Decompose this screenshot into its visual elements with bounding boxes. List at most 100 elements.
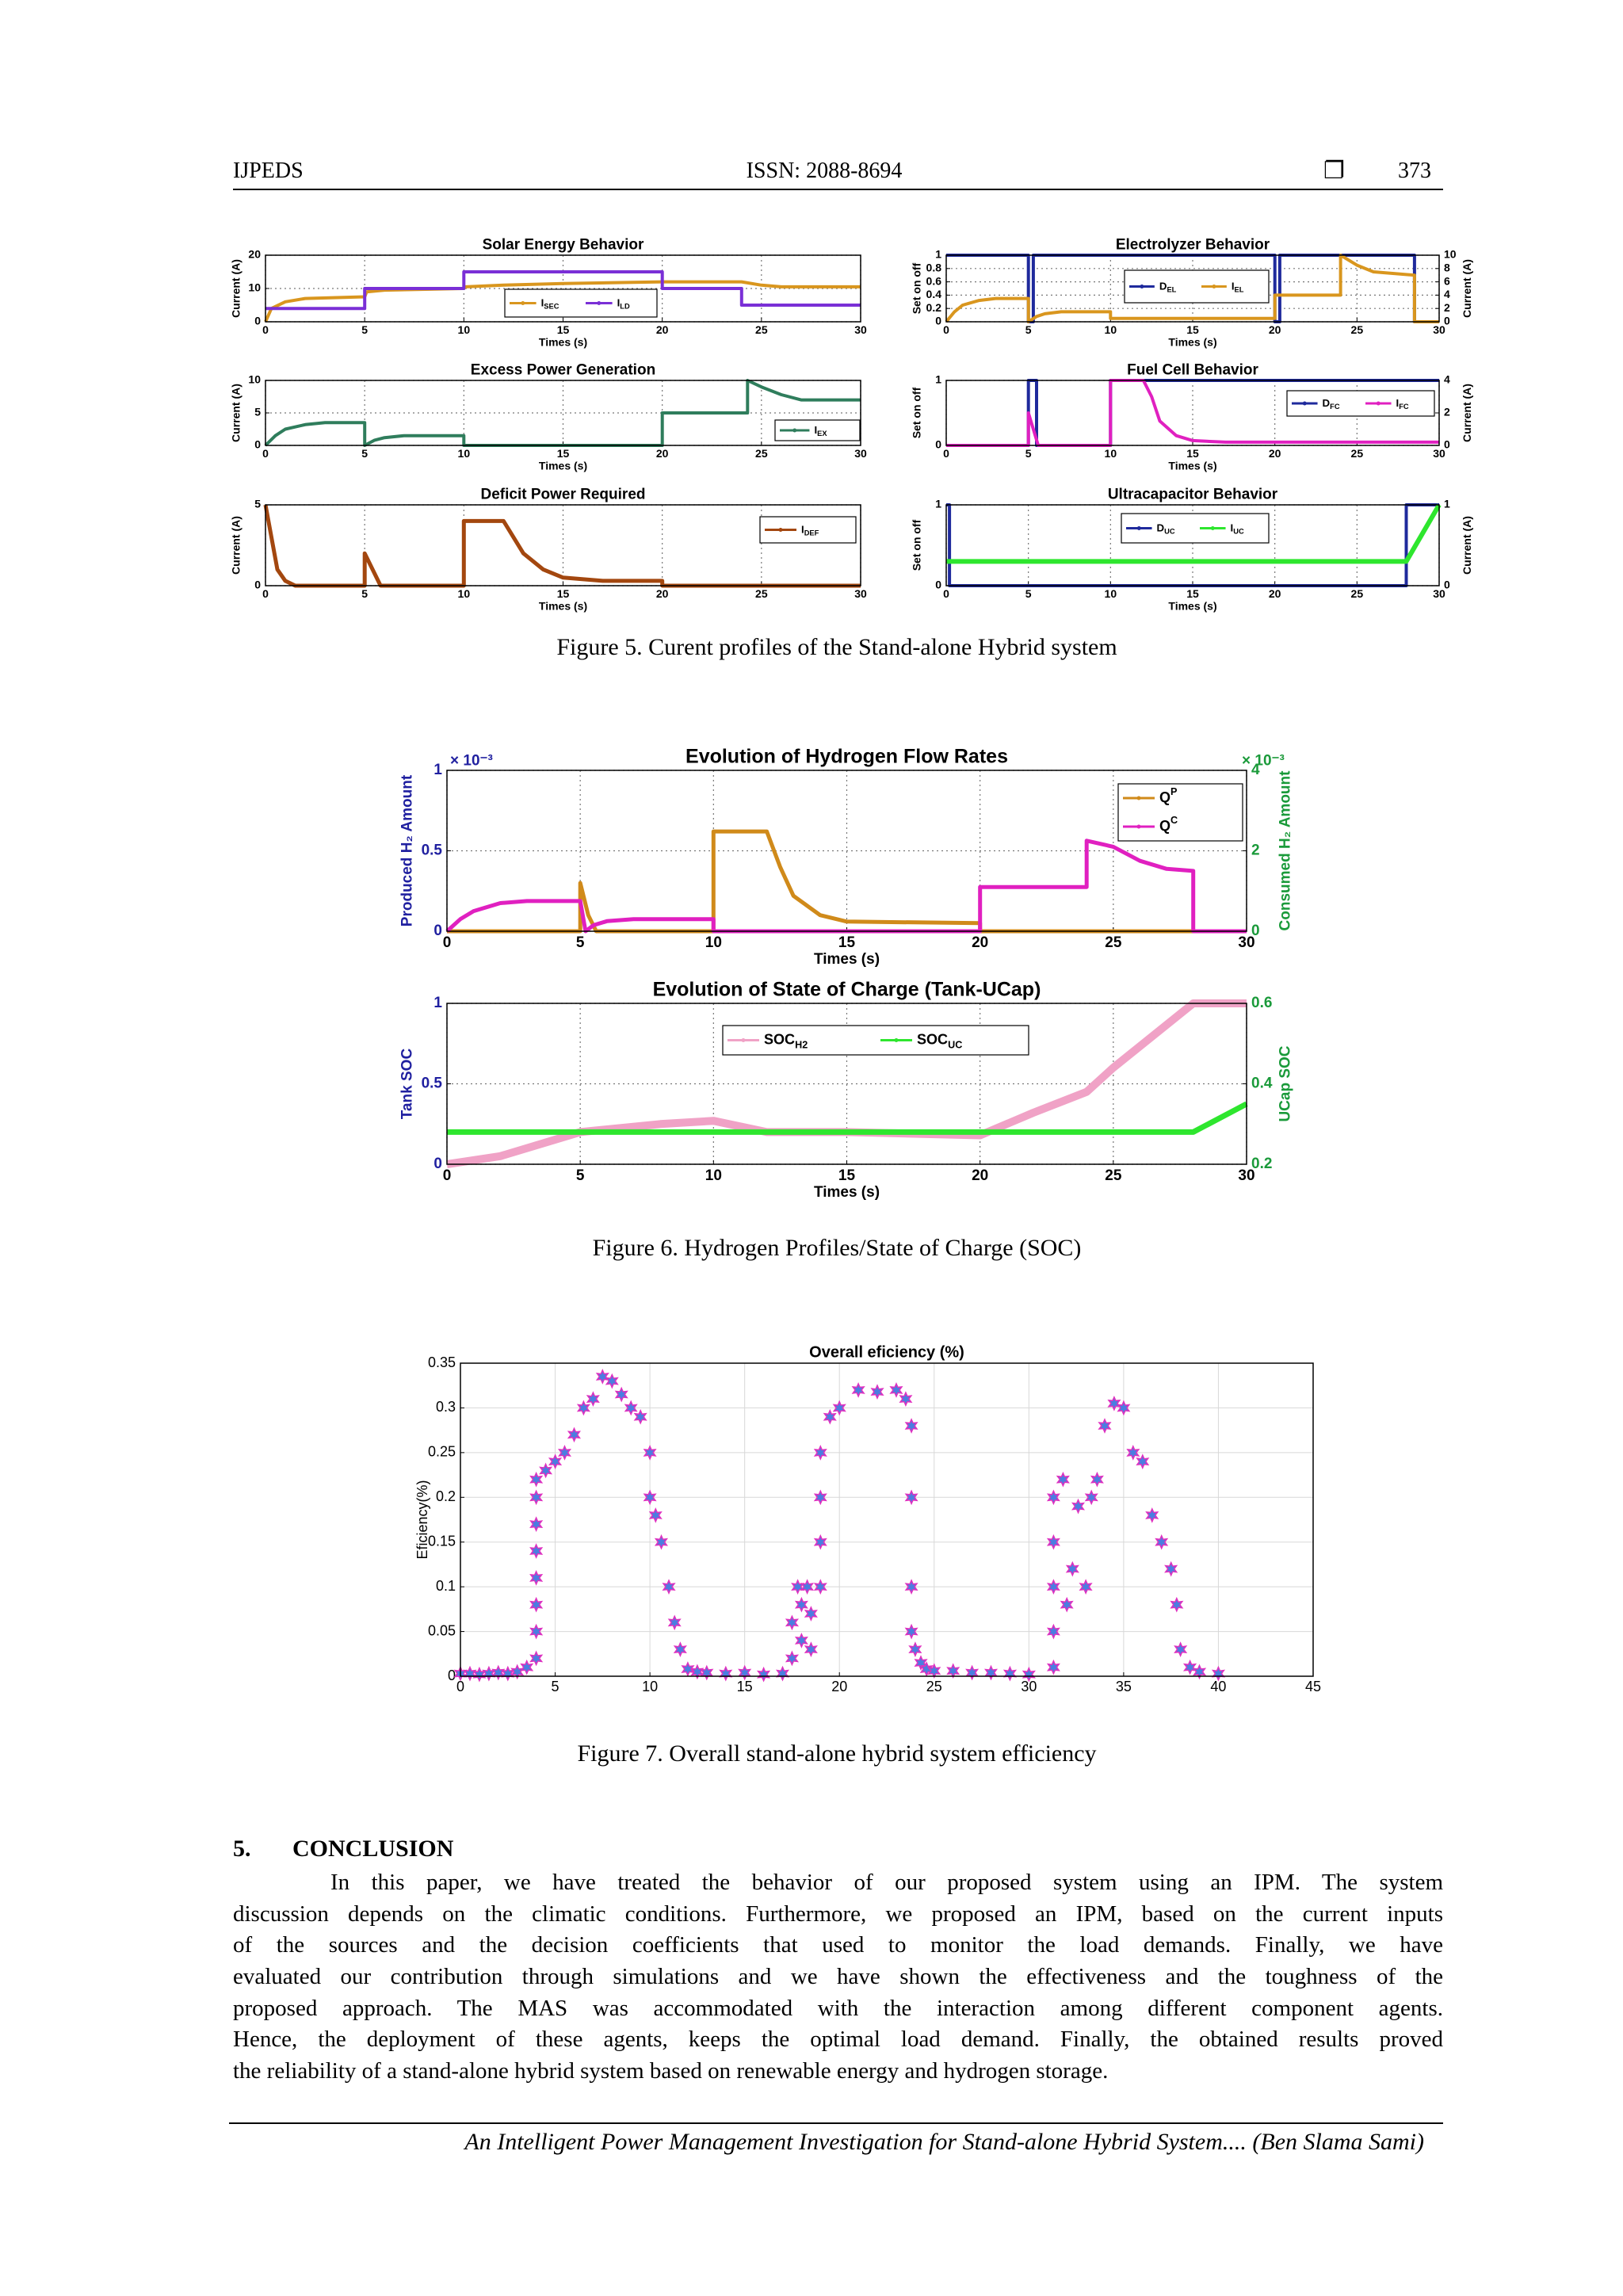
x-axis-label: Times (s): [1168, 335, 1216, 348]
x-tick-label: 20: [1269, 323, 1281, 336]
data-point: [1098, 1418, 1112, 1434]
y-tick-label: 20: [248, 248, 261, 261]
y-tick-label: 0.05: [428, 1622, 456, 1638]
chart-title: Overall eficiency (%): [809, 1343, 964, 1361]
x-tick-label: 5: [361, 587, 368, 600]
data-point: [946, 1663, 960, 1679]
data-point: [654, 1534, 669, 1550]
footer-rule: [229, 2122, 1443, 2124]
data-point: [719, 1665, 733, 1682]
data-point: [463, 1665, 477, 1682]
legend-label: ILD: [617, 296, 630, 311]
y-tick-label: 0.35: [428, 1354, 456, 1370]
journal-name: IJPEDS: [233, 159, 304, 183]
data-point: [1046, 1659, 1060, 1675]
data-point: [520, 1659, 534, 1675]
legend-marker: [597, 301, 601, 305]
y2-tick-label: 0.6: [1251, 995, 1272, 1011]
y-tick-label: 1: [935, 498, 941, 510]
chart: 0 5 10 15 20 25 30 35 40 45 0 0.05 0.1 0.15 0.2 0.25 0.3…: [414, 1343, 1321, 1694]
y-tick-label: 0.3: [436, 1399, 456, 1415]
legend-marker: [1136, 526, 1141, 530]
data-point: [832, 1400, 846, 1416]
chart-title: Evolution of State of Charge (Tank-UCap): [653, 978, 1041, 1000]
x-tick-label: 20: [1269, 447, 1281, 460]
legend-name: D: [1159, 280, 1167, 292]
y2-axis-label: Current (A): [1461, 259, 1473, 318]
legend-marker: [894, 1038, 899, 1042]
y-tick-label: 0: [254, 315, 261, 327]
data-point: [700, 1664, 714, 1681]
y-tick-label: 1: [433, 762, 442, 778]
x-axis-label: Times (s): [814, 951, 880, 968]
x-tick-label: 0: [443, 1167, 452, 1184]
data-point: [813, 1579, 827, 1595]
data-point: [927, 1663, 941, 1679]
y2-axis-label: Current (A): [1461, 384, 1473, 442]
x-tick-label: 5: [1025, 447, 1032, 460]
y-tick-label: 0: [433, 923, 442, 939]
series-line: [946, 503, 1442, 564]
y2-tick-label: 2: [1444, 301, 1450, 314]
x-tick-label: 40: [1210, 1679, 1226, 1694]
legend-subscript: EX: [817, 430, 827, 437]
x-tick-label: 20: [656, 323, 669, 336]
data-point: [738, 1664, 752, 1681]
plot-frame: [446, 770, 1247, 932]
data-point: [775, 1665, 790, 1682]
y-axis-label: Current (A): [229, 516, 242, 575]
legend-label: IFC: [1396, 397, 1409, 411]
legend-marker: [1302, 401, 1307, 406]
data-point: [1192, 1664, 1207, 1680]
data-point: [899, 1391, 913, 1407]
x-tick-label: 30: [1433, 587, 1445, 600]
series-line: [445, 839, 1247, 934]
box-mark: ❐: [1323, 157, 1345, 185]
data-point: [624, 1400, 638, 1416]
data-point: [1107, 1395, 1121, 1412]
data-point: [648, 1507, 663, 1523]
data-point: [690, 1664, 705, 1680]
x-tick-label: 10: [1105, 587, 1117, 600]
legend-box: [1117, 783, 1243, 842]
x-tick-label: 15: [557, 323, 570, 336]
data-point: [614, 1386, 628, 1403]
data-point: [1211, 1665, 1226, 1682]
chart: 0 5 10 15 20 25 30 0 5 10 Excess Power Generation T…: [229, 362, 867, 472]
y2-tick-label: 4: [1251, 762, 1260, 778]
x-tick-label: 10: [705, 1167, 722, 1184]
data-point: [823, 1408, 837, 1425]
data-point: [1002, 1665, 1018, 1682]
x-tick-label: 10: [642, 1679, 658, 1694]
x-tick-label: 0: [443, 934, 452, 951]
data-point: [681, 1661, 695, 1677]
x-tick-label: 15: [557, 447, 570, 460]
legend-name: I: [541, 296, 544, 308]
y-tick-label: 1: [935, 248, 941, 261]
data-point: [1046, 1489, 1060, 1506]
x-tick-label: 25: [1351, 447, 1364, 460]
chart: 0 5 10 15 20 25 30 0 10 20 Solar Energy Behavior Ti…: [229, 237, 867, 349]
y-tick-label: 0: [254, 579, 261, 591]
x-tick-label: 15: [1186, 447, 1199, 460]
figure-caption: Figure 5. Curent profiles of the Stand-a…: [556, 634, 1117, 660]
y-tick-label: 0: [935, 315, 941, 327]
x-tick-label: 20: [1269, 587, 1281, 600]
series-line: [447, 829, 1247, 934]
x-tick-label: 5: [576, 934, 585, 951]
x-tick-label: 5: [1025, 587, 1032, 600]
plot-frame: [265, 380, 861, 446]
x-tick-label: 5: [576, 1167, 585, 1184]
data-point: [785, 1614, 800, 1631]
chart-title: Electrolyzer Behavior: [1116, 237, 1270, 254]
x-tick-label: 15: [557, 587, 570, 600]
legend-name: D: [1157, 521, 1165, 533]
data-point: [1090, 1471, 1104, 1488]
plot-frame: [945, 254, 1440, 323]
data-point: [539, 1462, 553, 1479]
y2-tick-label: 0: [1444, 315, 1450, 327]
text-line: of the sources and the decision coeffici…: [233, 1932, 1443, 1958]
y2-axis-label: Consumed H₂ Amount: [1277, 770, 1293, 931]
data-point: [1155, 1534, 1169, 1550]
data-point: [756, 1666, 771, 1683]
